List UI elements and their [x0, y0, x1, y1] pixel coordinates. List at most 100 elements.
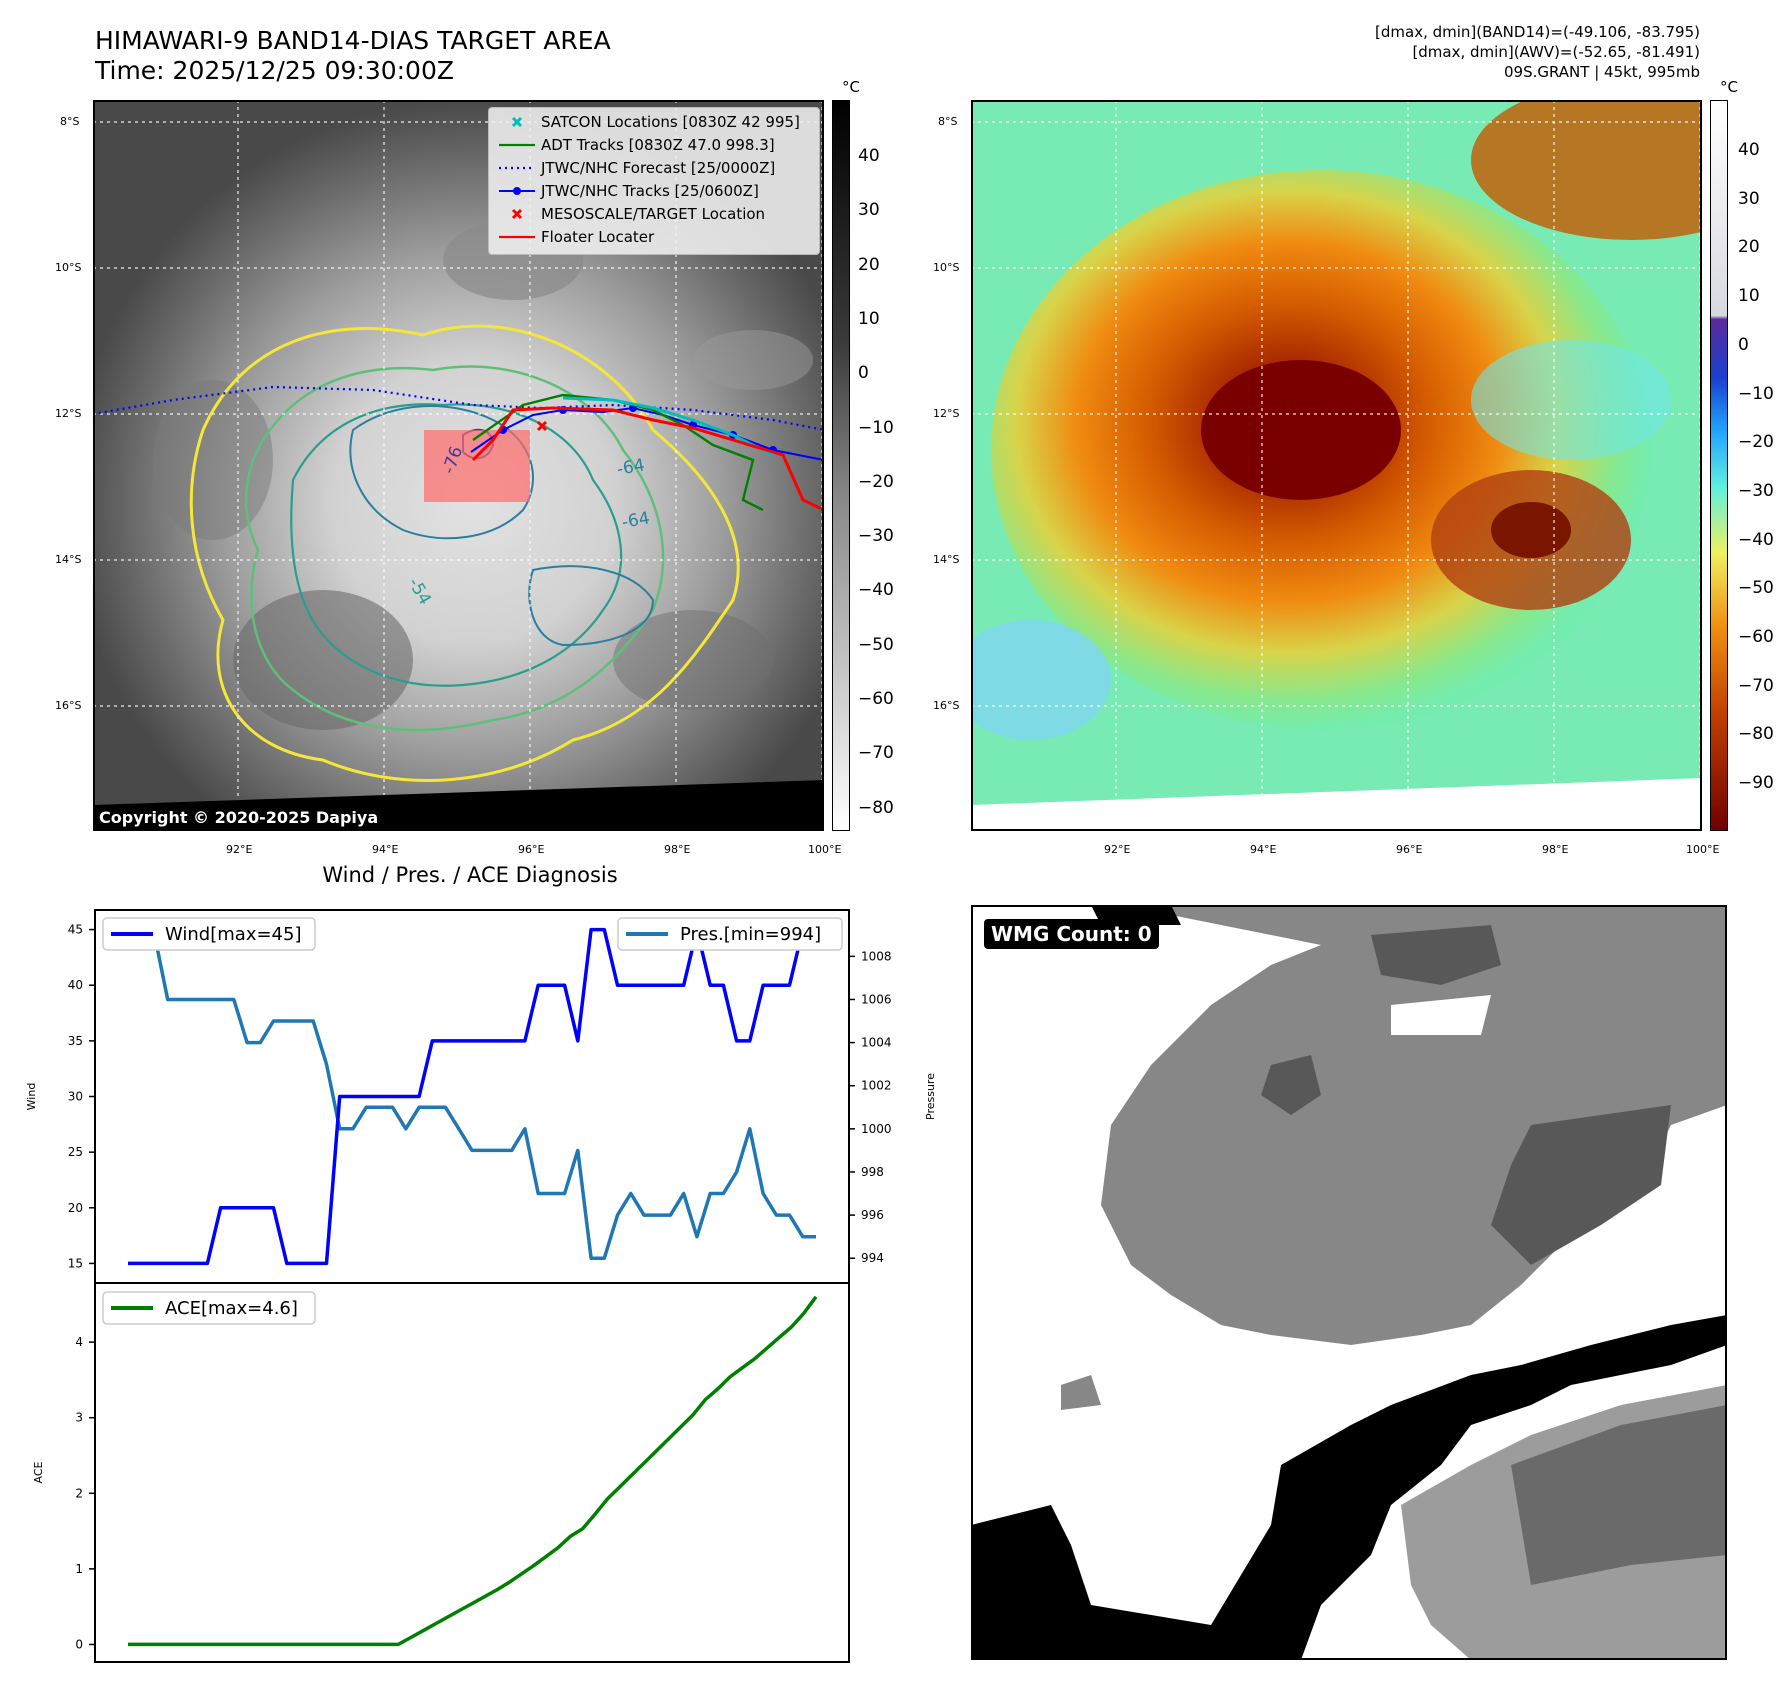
copyright-banner: Copyright © 2020-2025 Dapiya [93, 806, 823, 830]
colorbar-tick-label: −80 [858, 797, 894, 818]
colorbar-tick-label: 20 [1738, 237, 1760, 258]
lat-label: 14°S [933, 553, 960, 566]
colorbar-tick-label: −50 [858, 634, 894, 655]
pressure-tick-label: 1008 [861, 949, 892, 963]
colorbar-tick-label: −10 [1738, 383, 1774, 404]
wind-tick-label: 20 [68, 1201, 83, 1215]
pressure-tick-label: 994 [861, 1251, 884, 1265]
stats-header: [dmax, dmin](BAND14)=(-49.106, -83.795) … [1375, 22, 1700, 82]
pressure-tick-label: 1006 [861, 992, 892, 1006]
legend-jtwc-tracks: JTWC/NHC Tracks [25/0600Z] [489, 180, 819, 202]
colorbar-tick-label: 40 [1738, 140, 1760, 160]
ace-axis-label: ACE [32, 1461, 45, 1483]
lat-label: 16°S [55, 699, 82, 712]
map-legend: SATCON Locations [0830Z 42 995] ADT Trac… [488, 107, 820, 255]
colorbar-tick-label: 20 [858, 254, 880, 275]
lon-label: 94°E [372, 843, 399, 856]
pressure-tick-label: 1002 [861, 1079, 892, 1093]
lon-label: 96°E [1396, 843, 1423, 856]
colorbar-tick-label: −70 [858, 743, 894, 764]
legend-adt: ADT Tracks [0830Z 47.0 998.3] [499, 136, 775, 154]
colorbar-tick-label: 0 [1738, 334, 1749, 355]
colorbar-tick-label: 30 [858, 200, 880, 221]
ace-tick-label: 3 [75, 1411, 83, 1425]
colorbar-tick-label: −30 [858, 526, 894, 547]
wmg-count-badge: WMG Count: 0 [984, 919, 1159, 949]
legend-mesoscale: MESOSCALE/TARGET Location [489, 203, 819, 225]
pressure-axis-label: Pressure [924, 1073, 937, 1120]
pressure-legend-label: Pres.[min=994] [680, 924, 821, 945]
colorbar-tick-label: −60 [858, 689, 894, 709]
colorbar-left-unit: °C [842, 78, 860, 96]
lat-label: 8°S [938, 115, 958, 128]
ace-legend-box [102, 1291, 316, 1325]
title-satellite: HIMAWARI-9 BAND14-DIAS TARGET AREA [95, 26, 611, 55]
wind-tick-label: 25 [68, 1145, 83, 1159]
wind-legend-label: Wind[max=45] [165, 924, 302, 945]
colorbar-tick-label: −80 [1738, 724, 1774, 745]
storm-info: 09S.GRANT | 45kt, 995mb [1503, 63, 1700, 81]
colorbar-tick-label: −30 [1738, 480, 1774, 501]
stats-band14: [dmax, dmin](BAND14)=(-49.106, -83.795) [1375, 23, 1700, 41]
colorbar-tick-label: −50 [1738, 578, 1774, 599]
colorbar-tick-label: −10 [858, 417, 894, 438]
ace-tick-label: 0 [75, 1637, 83, 1651]
lat-label: 10°S [933, 261, 960, 274]
wind-tick-label: 15 [68, 1256, 83, 1270]
title-time: Time: 2025/12/25 09:30:00Z [95, 56, 454, 85]
lon-label: 100°E [1686, 843, 1720, 856]
contour-label: -64 [615, 455, 646, 480]
colorbar-tick-label: −20 [858, 471, 894, 492]
ace-tick-label: 4 [75, 1335, 83, 1349]
colorbar-tick-label: 30 [1738, 188, 1760, 209]
diagnosis-title: Wind / Pres. / ACE Diagnosis [322, 863, 618, 887]
colorbar-tick-label: 10 [858, 308, 880, 329]
colorbar-tick-label: −60 [1738, 627, 1774, 647]
lon-label: 96°E [518, 843, 545, 856]
wmg-panel [971, 905, 1727, 1660]
pressure-tick-label: 1004 [861, 1036, 892, 1050]
wind-legend-box [102, 917, 316, 951]
lat-label: 8°S [60, 115, 80, 128]
ace-line [128, 1295, 818, 1647]
colorbar-tick-label: −40 [858, 580, 894, 601]
lon-label: 100°E [808, 843, 842, 856]
ace-tick-label: 2 [75, 1486, 83, 1500]
lon-label: 92°E [226, 843, 253, 856]
legend-floater: Floater Locater [499, 228, 655, 246]
wind-axis-label: Wind [25, 1083, 38, 1111]
lon-label: 98°E [664, 843, 691, 856]
pressure-line [128, 933, 816, 1260]
figure-title: HIMAWARI-9 BAND14-DIAS TARGET AREA Time:… [95, 26, 611, 86]
lat-label: 12°S [55, 407, 82, 420]
colorbar-tick-label: −90 [1738, 773, 1774, 794]
wind-tick-label: 45 [68, 923, 83, 937]
lon-label: 94°E [1250, 843, 1277, 856]
wind-tick-label: 40 [68, 978, 83, 992]
colorbar-right-unit: °C [1720, 78, 1738, 96]
ace-tick-label: 1 [75, 1562, 83, 1576]
lon-label: 98°E [1542, 843, 1569, 856]
pressure-legend-box [617, 917, 843, 951]
colorbar-tick-label: −20 [1738, 432, 1774, 453]
lat-label: 14°S [55, 553, 82, 566]
wind-pressure-frame [94, 909, 850, 1284]
colorbar-tick-label: 0 [858, 363, 869, 384]
colorbar-tick-label: 10 [1738, 286, 1760, 307]
colorbar-tick-label: 40 [858, 146, 880, 166]
pressure-tick-label: 998 [861, 1165, 884, 1179]
colorbar-right [1710, 100, 1728, 831]
contour-label: -64 [620, 508, 651, 533]
wind-tick-label: 35 [68, 1034, 83, 1048]
colorbar-tick-label: −70 [1738, 675, 1774, 696]
legend-jtwc-forecast: JTWC/NHC Forecast [25/0000Z] [499, 159, 776, 177]
diagnosis-chart: 15202530354045Wind9949969981000100210041… [25, 909, 937, 1663]
stats-awv: [dmax, dmin](AWV)=(-52.65, -81.491) [1412, 43, 1700, 61]
wind-line [128, 927, 816, 1266]
pressure-tick-label: 996 [861, 1208, 884, 1222]
ace-legend-label: ACE[max=4.6] [165, 1298, 298, 1319]
wind-tick-label: 30 [68, 1090, 83, 1104]
colorbar-tick-label: −40 [1738, 529, 1774, 550]
ace-frame [94, 1282, 850, 1663]
lon-label: 92°E [1104, 843, 1131, 856]
